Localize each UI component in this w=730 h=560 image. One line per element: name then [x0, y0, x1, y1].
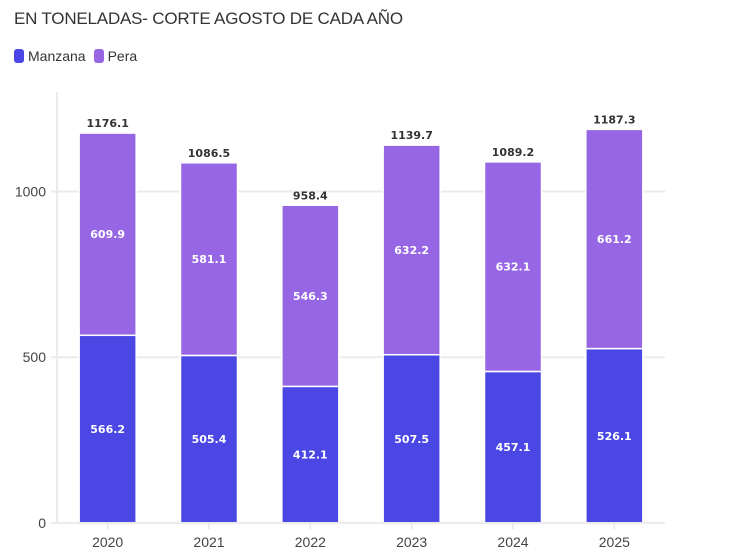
legend-label-manzana: Manzana — [28, 48, 86, 64]
y-tick-label: 500 — [23, 349, 47, 365]
x-tick-label: 2020 — [92, 534, 123, 550]
legend-swatch-manzana — [14, 49, 24, 63]
data-label-pera: 632.1 — [496, 261, 531, 274]
data-label-pera: 609.9 — [90, 228, 125, 241]
data-label-manzana: 566.2 — [90, 423, 125, 436]
bar-pera-2022 — [281, 204, 340, 388]
x-tick-label: 2025 — [599, 534, 630, 550]
y-tick-label: 1000 — [15, 183, 46, 199]
bar-pera-2021 — [179, 162, 239, 357]
bar-manzana-2022 — [281, 385, 340, 524]
x-tick-label: 2024 — [497, 534, 528, 550]
bar-manzana-2025 — [585, 347, 644, 524]
y-tick-label: 0 — [38, 515, 46, 531]
bar-pera-2024 — [483, 161, 543, 373]
data-label-pera: 632.2 — [394, 244, 429, 257]
x-tick-label: 2021 — [193, 534, 224, 550]
bar-pera-2023 — [382, 144, 441, 356]
data-label-pera: 581.1 — [192, 253, 227, 266]
total-label: 958.4 — [293, 189, 328, 202]
data-label-pera: 661.2 — [597, 233, 632, 246]
legend-item-manzana[interactable]: Manzana — [14, 48, 86, 64]
total-label: 1176.1 — [86, 117, 128, 130]
legend-item-pera[interactable]: Pera — [93, 48, 138, 64]
bar-pera-2020 — [78, 132, 137, 337]
chart-title: EN TONELADAS- CORTE AGOSTO DE CADA AÑO — [14, 9, 403, 28]
total-label: 1139.7 — [390, 129, 432, 142]
bar-pera-2025 — [585, 128, 644, 350]
bar-manzana-2023 — [382, 353, 441, 524]
bar-manzana-2021 — [179, 354, 239, 524]
total-label: 1089.2 — [492, 146, 534, 159]
data-label-manzana: 526.1 — [597, 430, 632, 443]
data-label-manzana: 507.5 — [394, 433, 429, 446]
data-label-manzana: 412.1 — [293, 449, 328, 462]
x-tick-label: 2022 — [295, 534, 326, 550]
legend-label-pera: Pera — [107, 48, 138, 64]
legend: Manzana Pera — [14, 48, 145, 64]
data-label-manzana: 457.1 — [496, 441, 531, 454]
data-label-pera: 546.3 — [293, 290, 328, 303]
x-tick-label: 2023 — [396, 534, 427, 550]
total-label: 1187.3 — [593, 113, 635, 126]
data-label-manzana: 505.4 — [192, 433, 227, 446]
total-label: 1086.5 — [188, 147, 230, 160]
legend-swatch-pera — [93, 49, 104, 63]
